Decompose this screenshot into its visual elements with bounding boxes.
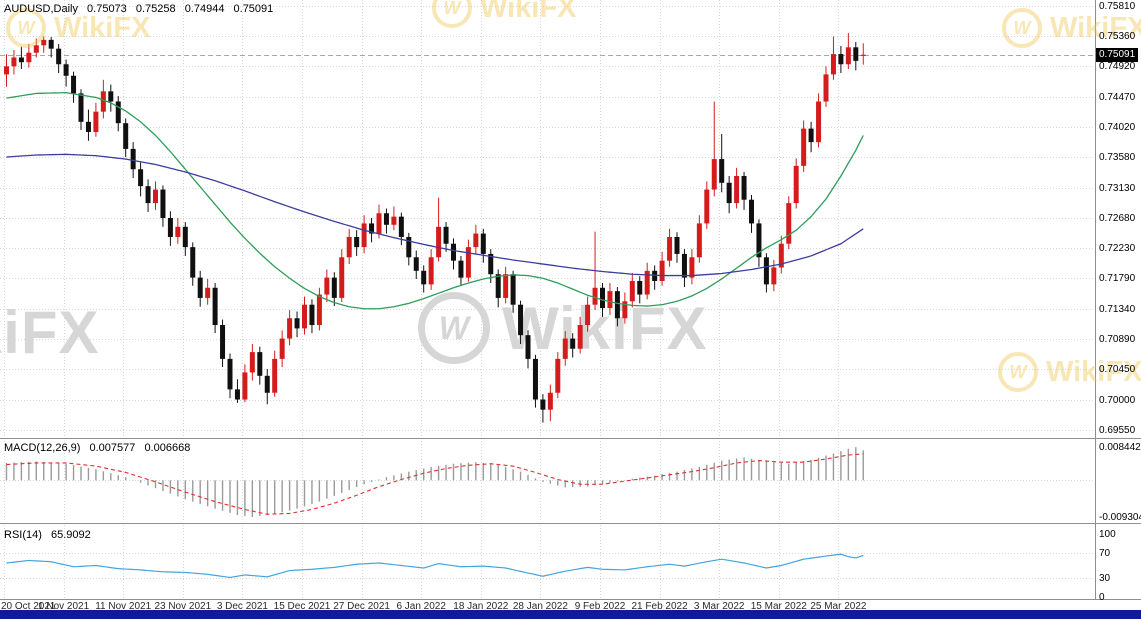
current-price-badge: 0.75091	[1096, 48, 1139, 62]
window-bottom-edge	[0, 610, 1141, 619]
